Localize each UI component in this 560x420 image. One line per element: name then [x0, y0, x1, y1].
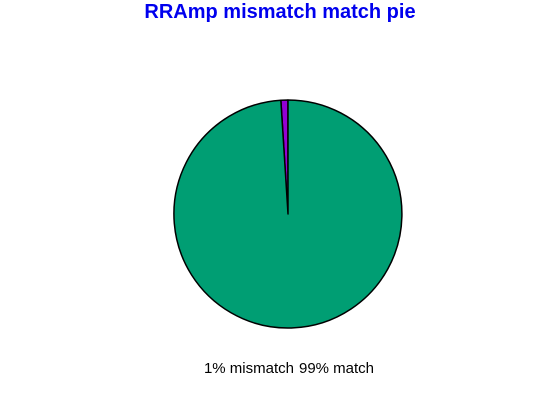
slice-label-mismatch: 1% mismatch	[203, 360, 294, 377]
slice-label-match: 99% match	[298, 360, 375, 377]
pie-labels: 1% mismatch 99% match	[0, 360, 560, 378]
pie-slice-match	[173, 99, 403, 329]
chart-title: RRAmp mismatch match pie	[144, 1, 416, 23]
